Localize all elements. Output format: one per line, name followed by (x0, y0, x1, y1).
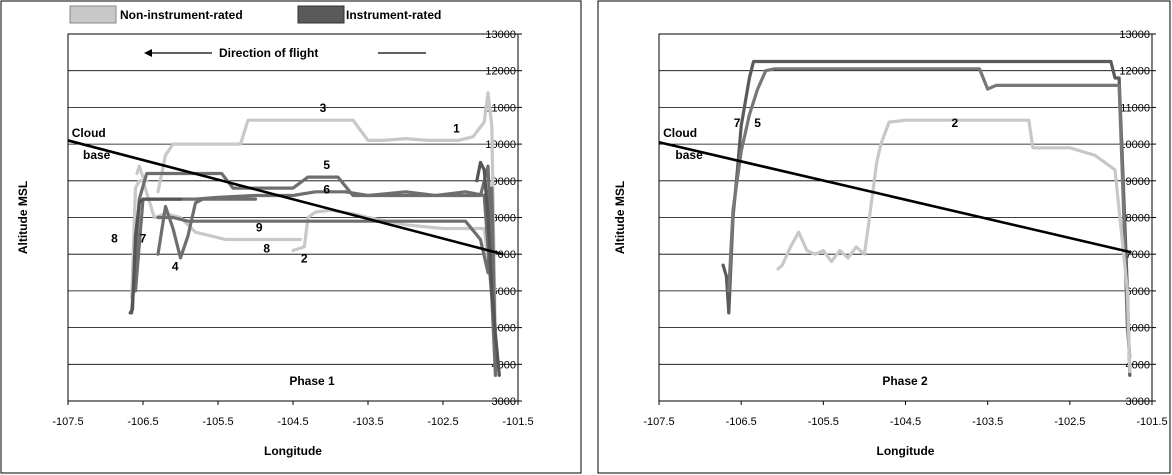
x-tick-label: -103.5 (972, 416, 1003, 428)
panel-frame (597, 0, 1171, 474)
y-tick-label: 7000 (1126, 249, 1150, 261)
x-tick-label: -107.5 (52, 416, 83, 428)
series-line-7 (128, 197, 183, 315)
cloud-base-line (658, 140, 1132, 254)
y-tick-label: 10000 (485, 139, 516, 151)
y-tick-label: 9000 (492, 176, 516, 188)
x-axis-label: Longitude (264, 444, 322, 458)
cloud-base-line (67, 139, 504, 256)
cloud-base-label: Cloud (663, 126, 697, 140)
x-tick-label: -105.5 (808, 416, 839, 428)
y-tick-label: 6000 (1126, 286, 1150, 298)
y-axis-label: Altitude MSL (16, 181, 30, 254)
x-tick-label: -104.5 (890, 416, 921, 428)
y-tick-label: 5000 (1126, 323, 1150, 335)
series-label: 7 (140, 231, 147, 245)
legend-swatch-instrument (297, 5, 345, 24)
x-tick-label: -106.5 (127, 416, 158, 428)
series-label: 5 (754, 116, 761, 130)
cloud-base-label: base (83, 148, 111, 162)
y-tick-label: 13000 (1119, 29, 1150, 41)
direction-arrow-head (144, 49, 152, 57)
series-line-3 (156, 91, 498, 348)
series-label: 5 (323, 158, 330, 172)
x-tick-label: -107.5 (643, 416, 674, 428)
series-label: 8 (263, 241, 270, 255)
x-tick-label: -104.5 (277, 416, 308, 428)
series-label: 1 (453, 121, 460, 135)
x-axis-label: Longitude (877, 444, 935, 458)
cloud-base-label: Cloud (72, 126, 106, 140)
y-tick-label: 6000 (492, 286, 516, 298)
series-label: 2 (301, 251, 308, 265)
legend-label-instrument: Instrument-rated (346, 8, 441, 22)
y-tick-label: 10000 (1119, 139, 1150, 151)
series-label: 4 (172, 260, 179, 274)
y-axis-label: Altitude MSL (613, 181, 627, 254)
legend-label-non-instrument: Non-instrument-rated (120, 8, 243, 22)
y-tick-label: 9000 (1126, 176, 1150, 188)
series-label: 7 (734, 116, 741, 130)
series-line-2 (291, 208, 498, 355)
x-tick-label: -102.5 (427, 416, 458, 428)
y-tick-label: 11000 (1120, 102, 1150, 114)
series-line-5 (727, 67, 1132, 359)
y-tick-label: 13000 (485, 29, 516, 41)
series-line-8 (130, 179, 303, 300)
series-label: 9 (256, 220, 263, 234)
phase-1-panel: 3000400050006000700080009000100001100012… (0, 0, 582, 474)
series-label: 6 (323, 183, 330, 197)
y-tick-label: 11000 (486, 102, 516, 114)
series-line-2 (776, 118, 1132, 374)
x-tick-label: -102.5 (1054, 416, 1085, 428)
y-tick-label: 12000 (485, 66, 516, 78)
direction-of-flight-label: Direction of flight (219, 46, 318, 60)
series-line-5 (130, 164, 498, 377)
x-tick-label: -105.5 (202, 416, 233, 428)
x-tick-label: -101.5 (502, 416, 533, 428)
y-tick-label: 4000 (1126, 359, 1150, 371)
cloud-base-label: base (675, 148, 703, 162)
series-label: 3 (320, 101, 327, 115)
y-tick-label: 5000 (492, 323, 516, 335)
phase-label: Phase 1 (289, 374, 335, 388)
y-tick-label: 8000 (1126, 213, 1150, 225)
series-line-unlabeled (475, 160, 501, 377)
phase-label: Phase 2 (882, 374, 928, 388)
series-line-4 (156, 197, 258, 260)
series-label: 8 (111, 231, 118, 245)
y-tick-label: 3000 (1126, 396, 1150, 408)
series-line-9 (156, 186, 498, 366)
series-label: 2 (951, 116, 958, 130)
legend-swatch-non-instrument (69, 5, 117, 24)
x-tick-label: -106.5 (726, 416, 757, 428)
legend: Non-instrument-rated Instrument-rated (69, 5, 441, 24)
y-tick-label: 8000 (492, 213, 516, 225)
x-tick-label: -103.5 (352, 416, 383, 428)
y-tick-label: 12000 (1119, 66, 1150, 78)
phase-2-panel: 3000 4000 5000 6000 7000 8000 9000 10000 11000 12… (597, 0, 1171, 474)
y-tick-label: 3000 (492, 396, 516, 408)
x-tick-label: -101.5 (1136, 416, 1167, 428)
